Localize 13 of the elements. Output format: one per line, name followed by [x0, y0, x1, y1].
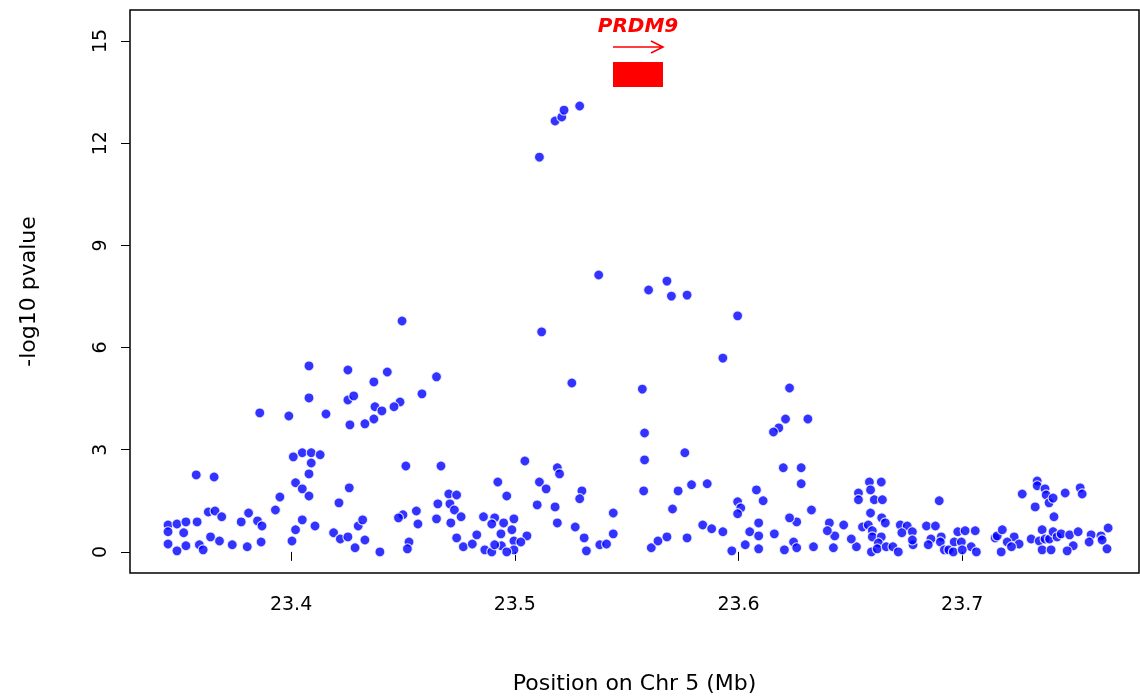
- y-tick-label: 9: [87, 239, 110, 252]
- x-tick-label: 23.4: [269, 591, 313, 614]
- y-tick-label: 12: [87, 131, 110, 156]
- y-tick-label: 15: [87, 28, 110, 54]
- y-tick-label: 6: [87, 341, 110, 354]
- y-tick-label: 0: [87, 545, 110, 558]
- y-axis-title: -log10 pvalue: [14, 216, 40, 367]
- x-tick-label: 23.7: [941, 591, 984, 614]
- x-axis-title: Position on Chr 5 (Mb): [512, 669, 757, 695]
- annotation: PRDM9: [597, 13, 679, 37]
- x-tick-label: 23.6: [717, 591, 760, 614]
- x-tick-label: 23.5: [493, 591, 536, 614]
- y-tick-label: 3: [87, 443, 110, 456]
